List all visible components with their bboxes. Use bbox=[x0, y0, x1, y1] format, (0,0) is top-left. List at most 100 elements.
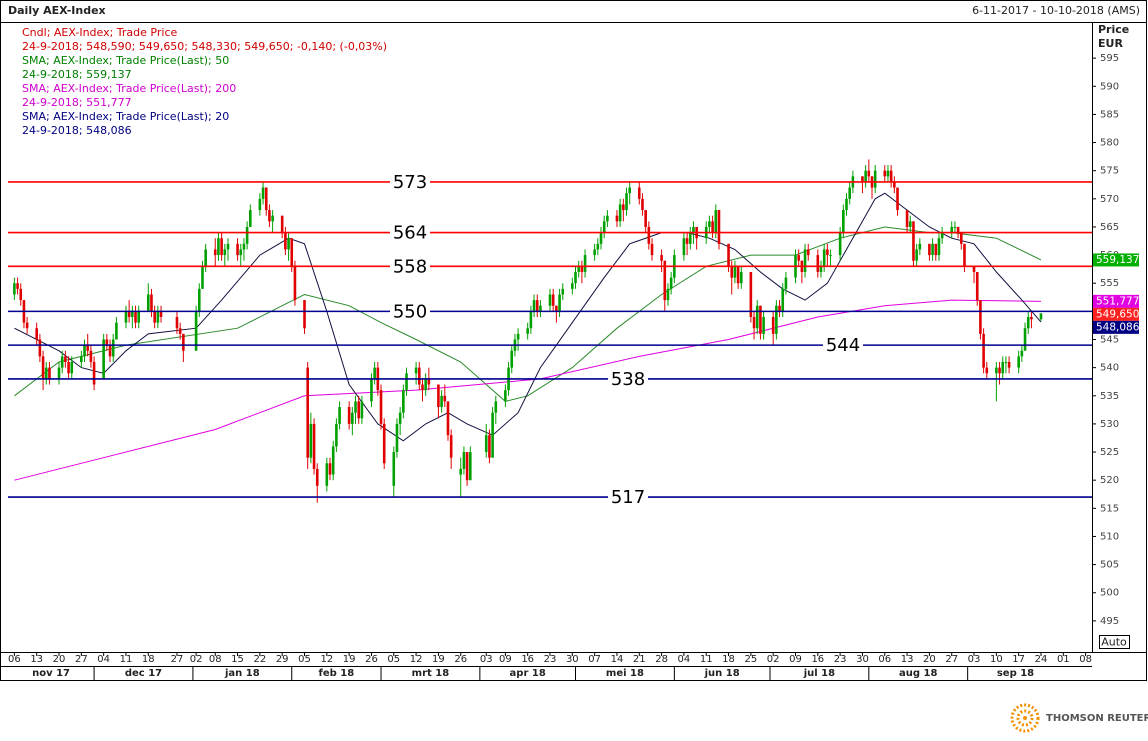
candle-body bbox=[526, 328, 529, 334]
candle-body bbox=[889, 170, 893, 182]
legend-entry: SMA; AEX-Index; Trade Price(Last); 50 bbox=[22, 54, 229, 67]
candle-body bbox=[137, 311, 141, 323]
candle-body bbox=[571, 283, 574, 289]
y-tick-label: 555 bbox=[1100, 278, 1119, 289]
candle-body bbox=[468, 452, 472, 481]
candle-body bbox=[226, 243, 230, 250]
candle-body bbox=[156, 311, 160, 323]
legend-entry: Cndl; AEX-Index; Trade Price bbox=[22, 26, 177, 39]
y-tick-label: 505 bbox=[1100, 560, 1119, 571]
logo-ring bbox=[1010, 703, 1040, 733]
y-tick-label: 525 bbox=[1100, 447, 1119, 458]
candle-body bbox=[918, 243, 922, 250]
candle-body bbox=[883, 170, 887, 177]
candle-body bbox=[803, 249, 807, 272]
x-tick-label: 17 bbox=[1012, 654, 1025, 665]
last-value-box bbox=[1093, 320, 1139, 334]
candle-body bbox=[956, 226, 960, 233]
level-label: 573 bbox=[393, 172, 427, 193]
legend-entry: 24-9-2018; 548,086 bbox=[22, 124, 132, 137]
month-label: jan 18 bbox=[224, 668, 260, 679]
x-tick-label: 16 bbox=[811, 654, 824, 665]
x-tick-label: 04 bbox=[678, 654, 691, 665]
candle-body bbox=[806, 249, 810, 256]
candle-body bbox=[733, 266, 737, 278]
candle-body bbox=[249, 210, 252, 227]
candle-body bbox=[912, 221, 915, 261]
candle-body bbox=[347, 407, 351, 424]
candle-body bbox=[660, 255, 663, 261]
candle-body bbox=[692, 226, 695, 233]
candle-body bbox=[959, 232, 963, 244]
candle-body bbox=[271, 215, 274, 222]
candle-body bbox=[752, 316, 756, 329]
candle-body bbox=[446, 401, 450, 436]
candle-body bbox=[60, 356, 64, 368]
x-tick-label: 27 bbox=[945, 654, 958, 665]
x-tick-label: 24 bbox=[1035, 654, 1048, 665]
month-label: feb 18 bbox=[319, 668, 355, 679]
level-label: 538 bbox=[611, 369, 645, 390]
candle-body bbox=[730, 266, 734, 278]
auto-button[interactable]: Auto bbox=[1099, 635, 1130, 649]
candle-body bbox=[666, 288, 670, 301]
y-tick-label: 590 bbox=[1100, 81, 1119, 92]
candle-body bbox=[842, 210, 845, 233]
x-tick-label: 05 bbox=[298, 654, 311, 665]
candle-body bbox=[124, 311, 128, 323]
y-tick-label: 515 bbox=[1100, 503, 1119, 514]
level-label-bg bbox=[390, 256, 430, 277]
candle-body bbox=[217, 238, 220, 256]
last-value-label: 548,086 bbox=[1096, 321, 1140, 333]
x-tick-label: 06 bbox=[8, 654, 21, 665]
month-label: mrt 18 bbox=[412, 668, 450, 679]
month-label: apr 18 bbox=[510, 668, 546, 679]
x-tick-label: 13 bbox=[901, 654, 914, 665]
candle-body bbox=[293, 266, 297, 301]
candle-body bbox=[797, 255, 800, 261]
auto-button-label[interactable]: Auto bbox=[1101, 636, 1127, 649]
x-tick-label: 09 bbox=[499, 654, 512, 665]
y-axis-label: Price bbox=[1098, 23, 1129, 36]
candle-body bbox=[816, 255, 820, 272]
plot-area: 573 564 558 550 544 538 517 bbox=[8, 159, 1092, 508]
x-tick-label: 23 bbox=[544, 654, 557, 665]
candle-body bbox=[717, 210, 721, 244]
level-label-bg bbox=[390, 222, 430, 243]
candle-body bbox=[551, 294, 555, 306]
candle-body bbox=[223, 249, 227, 256]
candle-body bbox=[204, 249, 207, 267]
candle-body bbox=[405, 373, 408, 391]
candle-body bbox=[1026, 316, 1030, 329]
candle-body bbox=[462, 452, 466, 469]
x-tick-label: 27 bbox=[171, 654, 184, 665]
candle-body bbox=[194, 311, 198, 351]
candle-body bbox=[134, 311, 137, 323]
x-tick-label: 12 bbox=[320, 654, 333, 665]
x-tick-label: 09 bbox=[789, 654, 802, 665]
x-tick-label: 26 bbox=[365, 654, 378, 665]
candle-body bbox=[848, 187, 851, 199]
candle-body bbox=[1039, 313, 1043, 320]
candle-body bbox=[213, 249, 217, 256]
x-tick-label: 19 bbox=[343, 654, 356, 665]
candle-body bbox=[963, 243, 966, 267]
candle-body bbox=[759, 305, 762, 334]
month-label: aug 18 bbox=[899, 668, 937, 679]
candle-body bbox=[153, 311, 156, 323]
candle-body bbox=[893, 181, 896, 188]
candle-body bbox=[637, 187, 641, 199]
legend-entry: SMA; AEX-Index; Trade Price(Last); 20 bbox=[22, 110, 229, 123]
candle-body bbox=[972, 266, 976, 272]
x-tick-label: 20 bbox=[923, 654, 936, 665]
candle-body bbox=[784, 277, 788, 289]
candle-body bbox=[711, 221, 714, 233]
candle-body bbox=[443, 395, 447, 402]
candle-body bbox=[465, 452, 469, 481]
auto-button-box[interactable] bbox=[1099, 635, 1130, 649]
candle-body bbox=[335, 423, 338, 447]
candle-body bbox=[360, 401, 364, 419]
candle-body bbox=[606, 215, 609, 222]
candle-body bbox=[108, 345, 112, 357]
candle-body bbox=[70, 362, 74, 374]
